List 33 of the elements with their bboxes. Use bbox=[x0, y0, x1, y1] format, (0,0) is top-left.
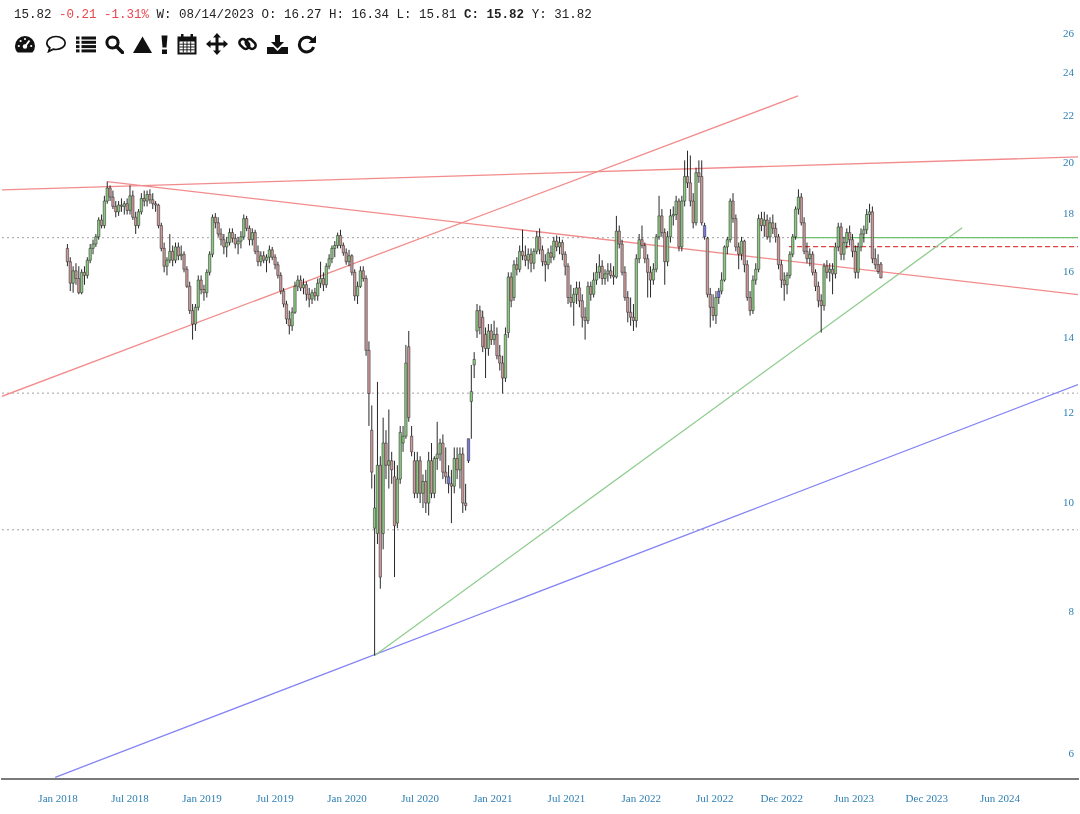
y-tick-label: 10 bbox=[1063, 495, 1075, 508]
x-tick-label: Jun 2023 bbox=[834, 792, 875, 805]
text: C: 15.82 bbox=[464, 8, 525, 22]
text: W: 08/14/2023 bbox=[156, 8, 255, 22]
y-tick-label: 24 bbox=[1063, 66, 1075, 79]
x-tick-label: Jan 2018 bbox=[38, 792, 79, 805]
x-tick-label: Jan 2020 bbox=[327, 792, 368, 805]
x-tick-label: Jul 2018 bbox=[111, 792, 150, 805]
y-tick-label: 8 bbox=[1068, 605, 1075, 618]
y-tick-label: 20 bbox=[1063, 155, 1075, 168]
x-tick-label: Jul 2020 bbox=[401, 792, 440, 805]
x-tick-label: Dec 2022 bbox=[760, 792, 804, 805]
x-tick-label: Dec 2023 bbox=[905, 792, 949, 805]
y-tick-label: 22 bbox=[1063, 108, 1074, 121]
y-tick-label: 12 bbox=[1063, 406, 1074, 419]
x-tick-label: Jul 2019 bbox=[256, 792, 295, 805]
chart-subtitle: -0.21 -1.31% bbox=[59, 8, 150, 22]
y-tick-label: 14 bbox=[1063, 330, 1075, 343]
x-tick-label: Jan 2021 bbox=[473, 792, 513, 805]
text: H: 16.34 bbox=[329, 8, 390, 22]
y-tick-label: 16 bbox=[1063, 265, 1075, 278]
x-tick-label: Jul 2022 bbox=[695, 792, 734, 805]
text: O: 16.27 bbox=[261, 8, 322, 22]
x-tick-label: Jan 2022 bbox=[621, 792, 661, 805]
y-tick-label: 18 bbox=[1063, 207, 1075, 220]
chart-title: 15.82 bbox=[14, 8, 52, 22]
x-tick-label: Jul 2021 bbox=[547, 792, 586, 805]
y-tick-label: 26 bbox=[1063, 26, 1075, 39]
text: L: 15.81 bbox=[396, 8, 457, 22]
y-tick-label: 6 bbox=[1068, 746, 1075, 759]
x-tick-label: Jan 2019 bbox=[182, 792, 223, 805]
text: Y: 31.82 bbox=[531, 8, 592, 22]
x-tick-label: Jun 2024 bbox=[979, 792, 1021, 805]
